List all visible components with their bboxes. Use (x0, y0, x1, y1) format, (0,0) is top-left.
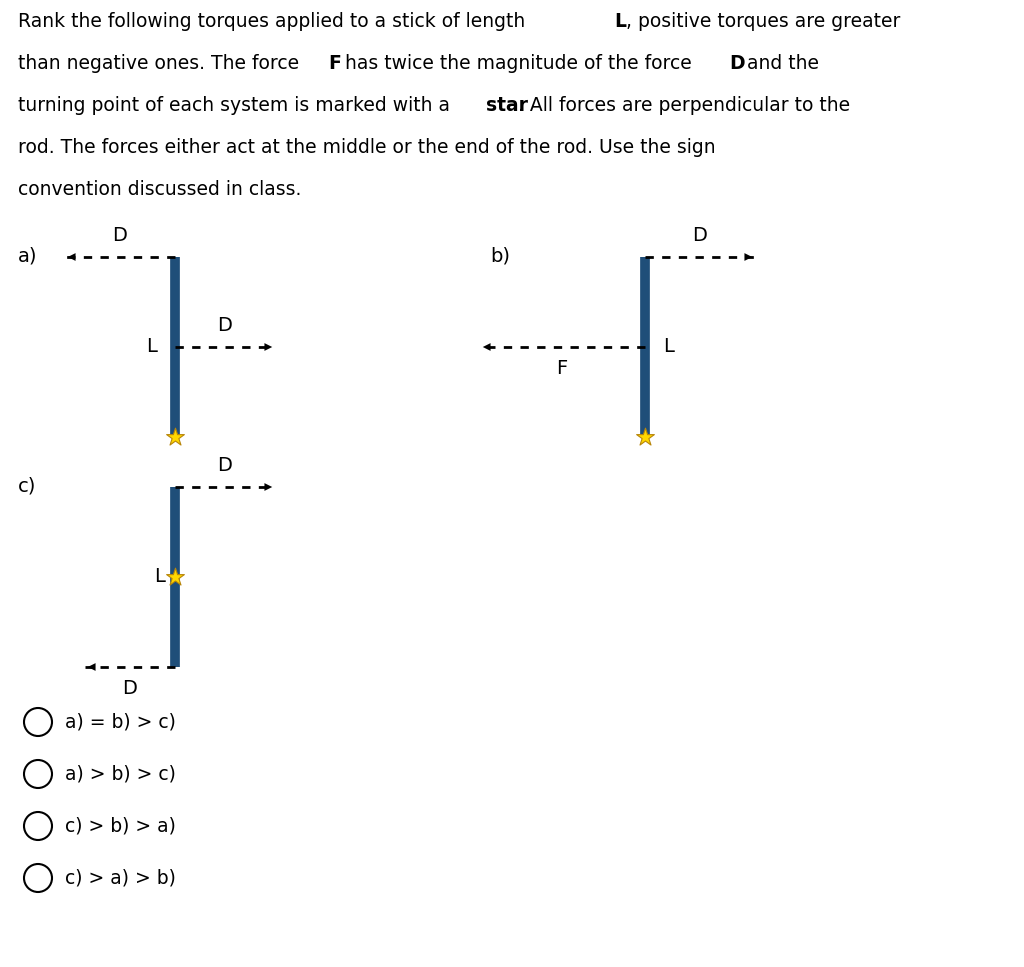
Circle shape (24, 864, 52, 892)
Text: Rank the following torques applied to a stick of length: Rank the following torques applied to a … (18, 12, 531, 31)
Text: c) > b) > a): c) > b) > a) (65, 816, 176, 835)
Text: F: F (556, 359, 567, 378)
Text: b): b) (490, 247, 510, 266)
Text: L: L (146, 337, 157, 357)
Text: F: F (328, 54, 341, 73)
Text: D: D (217, 456, 232, 475)
Point (167, 429, 183, 445)
Text: a) = b) > c): a) = b) > c) (65, 713, 176, 731)
Text: D: D (729, 54, 744, 73)
Text: D: D (692, 226, 708, 245)
Text: c) > a) > b): c) > a) > b) (65, 868, 176, 888)
Text: D: D (123, 679, 137, 698)
Text: and the: and the (741, 54, 819, 73)
Text: a) > b) > c): a) > b) > c) (65, 765, 176, 783)
Circle shape (24, 760, 52, 788)
Text: , positive torques are greater: , positive torques are greater (626, 12, 900, 31)
Circle shape (24, 812, 52, 840)
Text: a): a) (18, 247, 38, 266)
Text: L: L (663, 337, 674, 357)
Text: turning point of each system is marked with a: turning point of each system is marked w… (18, 96, 456, 115)
Text: has twice the magnitude of the force: has twice the magnitude of the force (339, 54, 697, 73)
Circle shape (24, 708, 52, 736)
Text: D: D (113, 226, 127, 245)
Point (637, 429, 653, 445)
Point (167, 570, 183, 585)
Text: star: star (486, 96, 528, 115)
Text: L: L (155, 568, 165, 587)
Text: L: L (614, 12, 626, 31)
Text: than negative ones. The force: than negative ones. The force (18, 54, 305, 73)
Text: c): c) (18, 477, 37, 496)
Text: D: D (217, 316, 232, 335)
Text: . All forces are perpendicular to the: . All forces are perpendicular to the (518, 96, 850, 115)
Text: rod. The forces either act at the middle or the end of the rod. Use the sign: rod. The forces either act at the middle… (18, 138, 716, 157)
Text: convention discussed in class.: convention discussed in class. (18, 180, 301, 199)
